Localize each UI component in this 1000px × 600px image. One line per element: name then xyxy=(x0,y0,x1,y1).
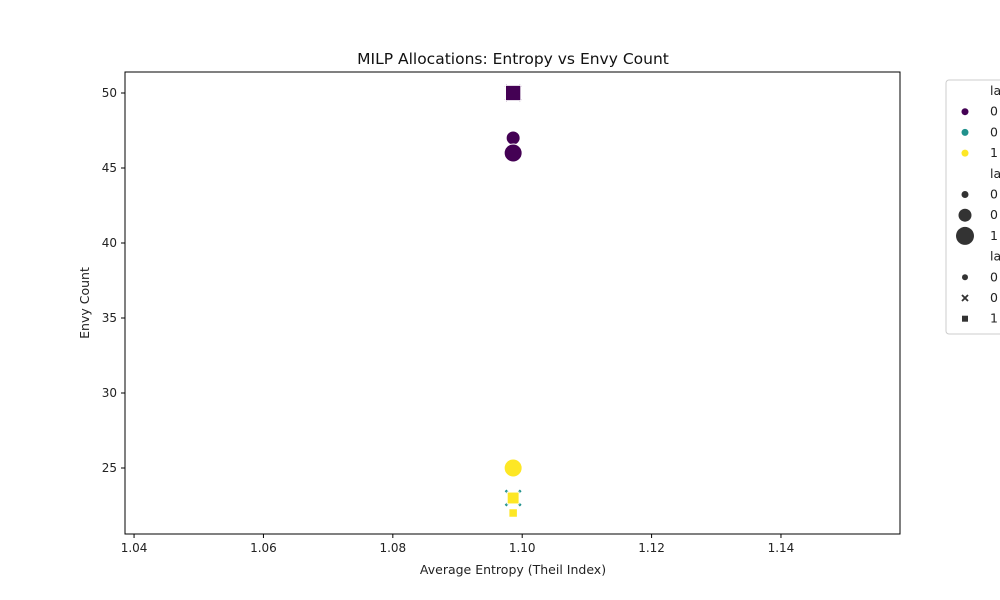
legend-label: 0 xyxy=(990,290,998,305)
y-axis-label: Envy Count xyxy=(77,267,92,339)
x-tick-label: 1.06 xyxy=(250,541,277,555)
x-tick-label: 1.08 xyxy=(379,541,406,555)
data-point xyxy=(503,143,523,163)
legend-title: la xyxy=(990,249,1000,264)
legend-swatch xyxy=(961,294,969,302)
x-tick-label: 1.14 xyxy=(768,541,795,555)
y-tick-label: 25 xyxy=(102,461,117,475)
data-point xyxy=(508,508,518,518)
legend-label: 0 xyxy=(990,207,998,222)
data-point xyxy=(503,458,523,478)
y-tick-label: 50 xyxy=(102,86,117,100)
x-tick-label: 1.12 xyxy=(638,541,665,555)
legend-swatch xyxy=(961,149,969,157)
y-tick-label: 30 xyxy=(102,386,117,400)
legend-label: 0 xyxy=(990,124,998,139)
data-point xyxy=(506,491,520,505)
x-tick-label: 1.10 xyxy=(509,541,536,555)
legend-swatch xyxy=(961,108,969,116)
chart-title: MILP Allocations: Entropy vs Envy Count xyxy=(357,50,669,68)
legend-label: 1 xyxy=(990,145,998,160)
y-tick-label: 40 xyxy=(102,236,117,250)
data-point xyxy=(504,84,522,102)
legend-swatch xyxy=(961,191,969,198)
y-tick-label: 35 xyxy=(102,311,117,325)
legend-label: 1 xyxy=(990,228,998,243)
legend-frame xyxy=(945,79,1000,335)
legend-title: la xyxy=(990,83,1000,98)
y-axis: 25 30 35 40 45 50 xyxy=(102,86,125,475)
legend: la 0 0 1 la 0 0 1 la 0 0 1 xyxy=(945,79,1000,335)
legend-label: 0 xyxy=(990,269,998,284)
legend-swatch xyxy=(961,128,969,136)
plot-area xyxy=(124,71,901,535)
legend-label: 0 xyxy=(990,104,998,119)
data-points xyxy=(503,83,524,518)
data-point xyxy=(505,130,521,146)
legend-swatch xyxy=(956,226,974,245)
legend-title: la xyxy=(990,166,1000,181)
x-axis: 1.04 1.06 1.08 1.10 1.12 1.14 xyxy=(121,534,795,555)
legend-swatch xyxy=(962,315,968,322)
x-axis-label: Average Entropy (Theil Index) xyxy=(420,562,606,577)
y-tick-label: 45 xyxy=(102,161,117,175)
x-tick-label: 1.04 xyxy=(121,541,148,555)
legend-label: 0 xyxy=(990,187,998,202)
legend-swatch xyxy=(958,208,972,222)
legend-swatch xyxy=(962,274,968,281)
legend-label: 1 xyxy=(990,311,998,326)
